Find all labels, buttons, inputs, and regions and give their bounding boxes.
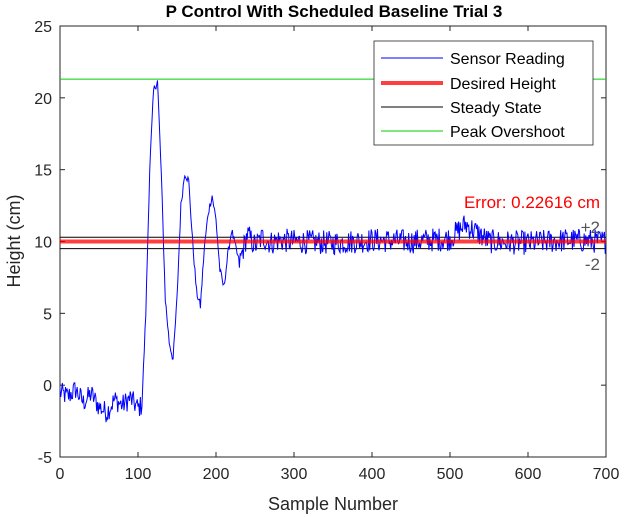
legend-label-desired-height: Desired Height xyxy=(450,76,556,93)
y-tick-label: 5 xyxy=(43,306,52,323)
error-annotation: Error: 0.22616 cm xyxy=(464,193,600,212)
upper-tolerance-label: +2 xyxy=(581,218,600,237)
legend-label-peak-overshoot: Peak Overshoot xyxy=(450,124,565,141)
x-axis: 0 100 200 300 400 500 600 700 xyxy=(56,26,620,483)
legend-label-steady-state: Steady State xyxy=(450,100,542,117)
legend-label-sensor-reading: Sensor Reading xyxy=(450,51,565,68)
x-tick-label: 0 xyxy=(56,466,65,483)
x-tick-label: 500 xyxy=(437,466,464,483)
lower-tolerance-label: -2 xyxy=(585,255,600,274)
y-axis: -5 0 5 10 15 20 25 xyxy=(34,19,606,467)
y-tick-label: 15 xyxy=(34,163,52,180)
x-tick-label: 600 xyxy=(515,466,542,483)
y-tick-label: 0 xyxy=(43,378,52,395)
x-tick-label: 300 xyxy=(281,466,308,483)
y-tick-label: 25 xyxy=(34,19,52,36)
y-tick-label: 10 xyxy=(34,235,52,252)
chart-title: P Control With Scheduled Baseline Trial … xyxy=(166,2,503,21)
x-tick-label: 100 xyxy=(125,466,152,483)
y-axis-label: Height (cm) xyxy=(4,194,24,287)
x-tick-label: 200 xyxy=(203,466,230,483)
legend: Sensor Reading Desired Height Steady Sta… xyxy=(373,40,594,146)
x-tick-label: 400 xyxy=(359,466,386,483)
y-tick-label: 20 xyxy=(34,91,52,108)
y-tick-label: -5 xyxy=(38,450,52,467)
x-tick-label: 700 xyxy=(593,466,620,483)
x-axis-label: Sample Number xyxy=(268,494,398,514)
series-line-sensor-reading xyxy=(59,80,607,423)
